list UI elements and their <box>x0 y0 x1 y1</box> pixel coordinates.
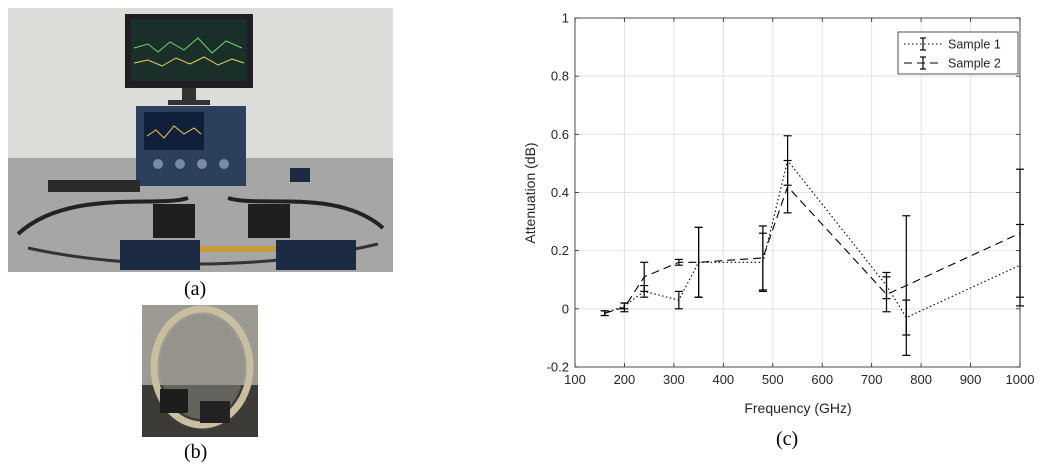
legend-box <box>897 31 1019 75</box>
x-tick-label: 100 <box>564 372 586 387</box>
x-tick-label: 700 <box>861 372 883 387</box>
x-tick-label: 200 <box>614 372 636 387</box>
caption-b: (b) <box>184 441 208 463</box>
y-tick-label: 0.6 <box>551 127 569 142</box>
y-tick-label: 0.2 <box>551 243 569 258</box>
y-axis-label: Attenuation (dB) <box>522 142 538 243</box>
legend-label: Sample 2 <box>948 57 1001 71</box>
y-tick-label: 0 <box>562 301 569 316</box>
x-tick-label: 300 <box>663 372 685 387</box>
legend: Sample 1 Sample 2 <box>897 31 1019 75</box>
series-2 <box>600 159 1024 356</box>
y-tick-label: 0.8 <box>551 69 569 84</box>
y-tick-label: 0.4 <box>551 185 569 200</box>
series-line <box>604 185 1021 314</box>
tick-labels: 100 200 300 400 500 600 700 800 900 1000 -0.2 0 0.2 0… <box>547 11 1035 388</box>
y-tick-label: -0.2 <box>547 360 569 375</box>
caption-a: (a) <box>184 278 207 300</box>
caption-c: (c) <box>776 428 799 450</box>
photo-a-test-bench <box>8 8 393 272</box>
x-tick-label: 900 <box>960 372 982 387</box>
test-bench-illustration <box>8 8 393 272</box>
x-tick-label: 400 <box>712 372 734 387</box>
x-tick-label: 1000 <box>1006 372 1035 387</box>
y-tick-label: 1 <box>562 11 569 26</box>
x-tick-label: 600 <box>811 372 833 387</box>
series-1 <box>600 135 1024 336</box>
attenuation-chart: 100 200 300 400 500 600 700 800 900 1000 -0.2 0 0.2 0… <box>522 11 1035 417</box>
x-tick-label: 800 <box>910 372 932 387</box>
legend-label: Sample 1 <box>948 38 1001 52</box>
x-axis-label: Frequency (GHz) <box>744 400 851 416</box>
series <box>600 135 1024 356</box>
photo-b-sample-holder <box>142 305 258 437</box>
x-tick-label: 500 <box>762 372 784 387</box>
sample-holder-illustration <box>142 305 258 437</box>
series-line <box>604 159 1021 319</box>
